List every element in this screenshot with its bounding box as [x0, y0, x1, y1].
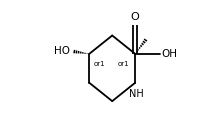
Text: or1: or1: [93, 61, 105, 67]
Text: OH: OH: [161, 49, 177, 59]
Text: HO: HO: [54, 46, 70, 56]
Text: or1: or1: [118, 61, 130, 67]
Text: NH: NH: [129, 89, 144, 99]
Text: O: O: [131, 12, 140, 22]
